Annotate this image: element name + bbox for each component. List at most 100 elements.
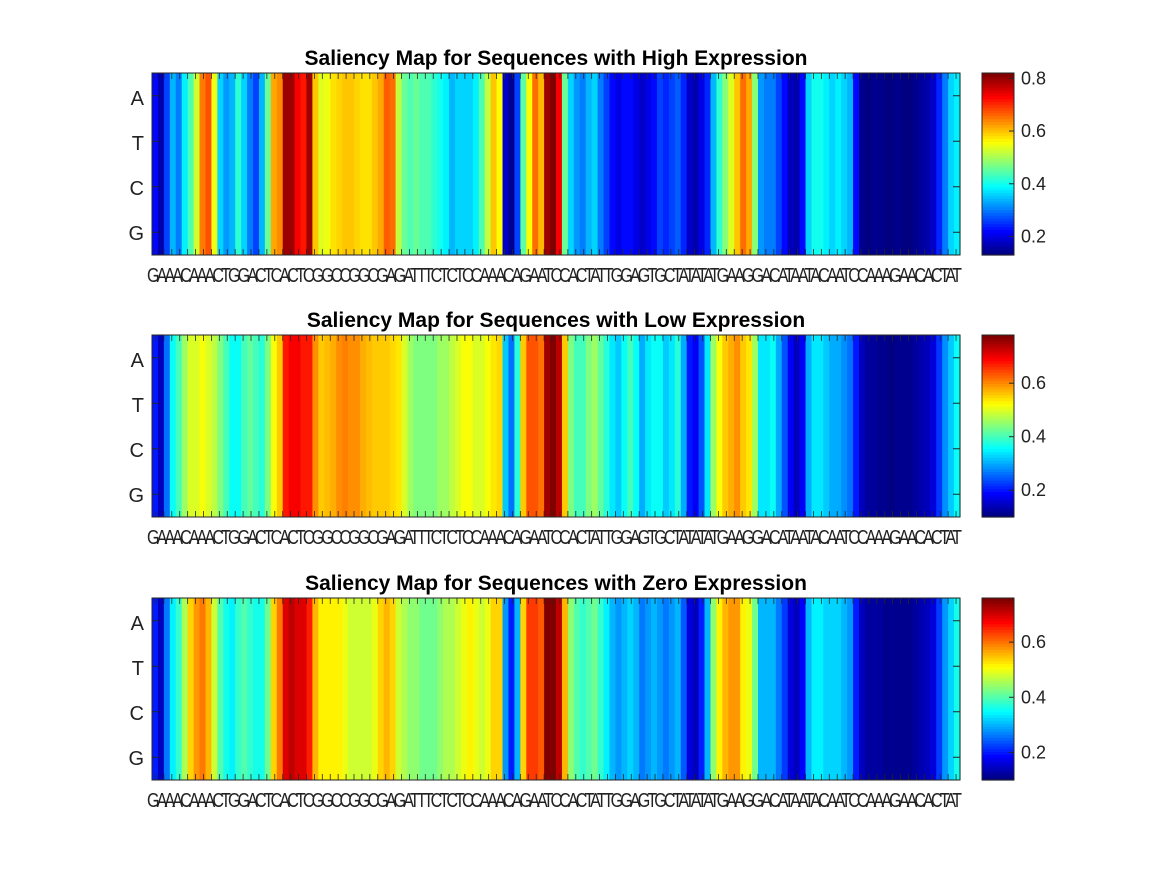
heatmap-column [841, 335, 848, 517]
heatmap-column [431, 598, 438, 780]
heatmap-column [449, 73, 456, 255]
axis-ticks [152, 73, 960, 255]
colorbar-segment [982, 751, 1014, 755]
heatmap-column [728, 598, 735, 780]
colorbar-segment [982, 212, 1014, 216]
heatmap-column [460, 73, 468, 255]
heatmap-column [359, 335, 367, 517]
heatmap-column [651, 335, 658, 517]
heatmap-column [157, 73, 165, 255]
heatmap-column [472, 73, 480, 255]
row-label-G: G [128, 748, 144, 770]
heatmap-column [472, 598, 480, 780]
heatmap-column [478, 335, 486, 517]
colorbar-segment [982, 146, 1014, 151]
heatmap-column [948, 73, 955, 255]
colorbar-segment [982, 748, 1014, 753]
colorbar-segment [982, 768, 1014, 773]
heatmap-column [763, 73, 771, 255]
heatmap-column [728, 73, 735, 255]
colorbar-segment [982, 629, 1014, 633]
heatmap-column [823, 598, 830, 780]
heatmap-column [377, 335, 385, 517]
heatmap-column [918, 598, 925, 780]
heatmap-column [342, 73, 349, 255]
heatmap-column [823, 335, 830, 517]
heatmap-column [223, 598, 230, 780]
colorbar-segment [982, 206, 1014, 211]
colorbar-segment [982, 420, 1014, 424]
heatmap-column [169, 598, 177, 780]
colorbar-tick-label: 0.2 [1021, 480, 1046, 500]
heatmap-column [573, 598, 581, 780]
colorbar-segment [982, 417, 1014, 421]
heatmap-column [348, 335, 355, 517]
heatmap-column [900, 598, 908, 780]
colorbar-segment [982, 703, 1014, 707]
heatmap-column [680, 73, 688, 255]
colorbar-segment [982, 152, 1014, 157]
heatmap-column [508, 73, 516, 255]
heatmap-column [633, 73, 640, 255]
colorbar-segment [982, 172, 1014, 176]
heatmap-column [621, 73, 628, 255]
heatmap-column [746, 335, 753, 517]
heatmap-column [514, 598, 521, 780]
heatmap-column [662, 598, 670, 780]
heatmap-column [704, 73, 712, 255]
heatmap-column [407, 335, 415, 517]
heatmap-column [579, 335, 587, 517]
colorbar-segment [982, 771, 1014, 775]
heatmap-column [175, 598, 183, 780]
colorbar-segment [982, 600, 1014, 605]
heatmap-column [163, 598, 171, 780]
heatmap-column [300, 335, 308, 517]
heatmap-column [294, 598, 302, 780]
colorbar-segment [982, 428, 1014, 433]
heatmap-column [413, 73, 420, 255]
row-label-G: G [128, 223, 144, 245]
heatmap-column [253, 598, 260, 780]
heatmap-column [853, 73, 860, 255]
heatmap-column [443, 335, 450, 517]
heatmap-column [330, 598, 337, 780]
colorbar-segment [982, 437, 1014, 441]
heatmap-column [544, 598, 551, 780]
colorbar-segment [982, 615, 1014, 619]
colorbar-segment [982, 181, 1014, 185]
colorbar-segment [982, 158, 1014, 162]
panel-title: Saliency Map for Sequences with Zero Exp… [305, 572, 807, 595]
colorbar-segment [982, 406, 1014, 410]
heatmap-column [395, 598, 403, 780]
colorbar-segment [982, 774, 1014, 778]
heatmap-column [336, 598, 343, 780]
colorbar-segment [982, 109, 1014, 114]
heatmap-column [645, 335, 652, 517]
heatmap-column [324, 335, 331, 517]
colorbar-segment [982, 107, 1014, 111]
heatmap-column [496, 598, 504, 780]
colorbar-segment [982, 471, 1014, 475]
heatmap-column [948, 598, 955, 780]
colorbar-segment [982, 711, 1014, 716]
heatmap-column [544, 335, 551, 517]
colorbar: 0.2 0.4 0.6 0.8 [981, 68, 1046, 256]
heatmap-column [163, 73, 171, 255]
heatmap-column [793, 598, 801, 780]
heatmap-column [912, 73, 920, 255]
colorbar-segment [982, 186, 1014, 191]
heatmap-column [639, 598, 646, 780]
heatmap-column [431, 73, 438, 255]
colorbar-segment [982, 383, 1014, 387]
heatmap-column [187, 73, 195, 255]
axis-ticks [152, 598, 960, 780]
heatmap-column [550, 73, 557, 255]
panel-title: Saliency Map for Sequences with High Exp… [305, 47, 808, 70]
heatmap-column [847, 335, 854, 517]
colorbar-segment [982, 694, 1014, 699]
heatmap-column [775, 73, 783, 255]
heatmap-column [847, 598, 854, 780]
colorbar-segment [982, 652, 1014, 656]
heatmap-column [585, 335, 593, 517]
heatmap-column [758, 598, 765, 780]
